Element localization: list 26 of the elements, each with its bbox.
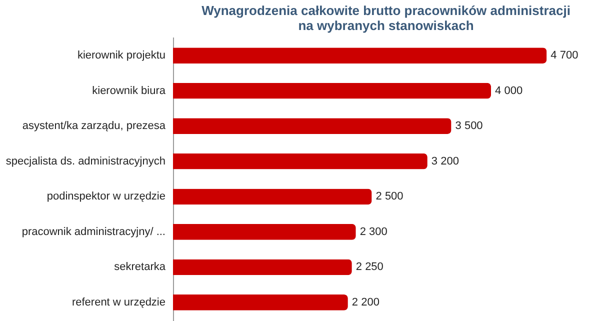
- data-label: 4 700: [550, 50, 578, 62]
- y-tick-label: kierownik biura: [92, 84, 166, 97]
- text: Wynagrodzenia całkowite brutto pracowników administracji: [202, 3, 570, 18]
- data-label: 2 200: [352, 296, 380, 308]
- bar: [173, 188, 372, 205]
- data-label: 2 250: [356, 261, 384, 274]
- y-tick-label: podinspektor w urzędzie: [46, 190, 166, 203]
- bar: [173, 153, 428, 170]
- bar: [173, 82, 492, 99]
- bar: [173, 48, 547, 64]
- y-tick-label: referent w urzędzie: [72, 296, 166, 308]
- data-label: 4 000: [495, 84, 523, 97]
- data-label: 2 500: [376, 190, 404, 203]
- y-tick-label: kierownik projektu: [77, 50, 166, 62]
- bar: [173, 224, 356, 240]
- data-label: 3 200: [431, 155, 459, 168]
- text: na wybranych stanowiskach: [298, 18, 474, 33]
- y-tick-label: pracownik administracyjny/ ...: [22, 226, 166, 238]
- data-label: 3 500: [455, 120, 483, 132]
- y-tick-label: asystent/ka zarządu, prezesa: [22, 120, 166, 132]
- bar: [173, 294, 348, 310]
- y-tick-label: specjalista ds. administracyjnych: [6, 155, 166, 168]
- y-tick-label: sekretarka: [114, 261, 166, 274]
- bar: [173, 259, 352, 276]
- data-label: 2 300: [360, 226, 388, 238]
- bar: [173, 118, 452, 134]
